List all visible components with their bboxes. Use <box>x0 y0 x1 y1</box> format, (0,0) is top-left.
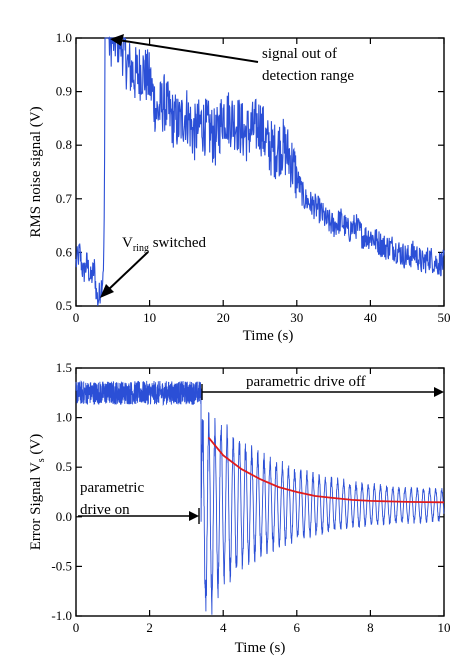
bottom-y-axis-label-rest: (V) <box>28 434 44 459</box>
bottom-y-axis-label: Error Signal Vs (V) <box>28 434 47 551</box>
top-series-line <box>75 36 445 306</box>
top-x-tick-label: 0 <box>73 310 80 325</box>
bottom-y-tick-label: 1.5 <box>56 360 72 375</box>
bottom-x-tick-label: 6 <box>294 620 301 635</box>
top-plot-frame <box>75 37 445 307</box>
bottom-annotation-drive-on-line2: drive on <box>80 502 130 518</box>
bottom-x-axis-label: Time (s) <box>235 640 286 656</box>
top-axis-ticks: 0 10 20 30 40 50 0.5 0.6 0.7 0.8 0.9 1.0 <box>56 30 451 325</box>
bottom-annotation-drive-on-line1: parametric <box>80 480 144 496</box>
bottom-fit-curve <box>207 436 445 504</box>
top-x-tick-label: 30 <box>290 310 303 325</box>
bottom-annotation-drive-off-arrowhead <box>434 387 444 397</box>
bottom-y-tick-label: -0.5 <box>51 558 72 573</box>
top-annotation-out-of-range-arrow <box>117 39 259 63</box>
bottom-x-tick-label: 4 <box>220 620 227 635</box>
bottom-annotation-drive-off: parametric drive off <box>246 374 366 390</box>
bottom-y-tick-label: 1.0 <box>56 410 72 425</box>
bottom-x-tick-label: 0 <box>73 620 80 635</box>
top-y-tick-label: 0.9 <box>56 84 72 99</box>
bottom-y-tick-label: -1.0 <box>51 608 72 623</box>
bottom-x-tick-label: 2 <box>146 620 153 635</box>
top-x-tick-label: 40 <box>364 310 377 325</box>
top-x-tick-label: 10 <box>143 310 156 325</box>
bottom-x-tick-label: 10 <box>438 620 451 635</box>
top-y-tick-label: 1.0 <box>56 30 72 45</box>
top-y-tick-label: 0.5 <box>56 298 72 313</box>
top-annotation-vring-arrow <box>107 251 149 291</box>
bottom-axis-ticks: 0 2 4 6 8 10 -1.0 -0.5 0.0 0.5 1.0 1.5 <box>51 360 450 635</box>
top-chart: 0 10 20 30 40 50 0.5 0.6 0.7 0.8 0.9 1.0 signal out… <box>28 30 451 344</box>
bottom-chart: 0 2 4 6 8 10 -1.0 -0.5 0.0 0.5 1.0 1.5 parametric d… <box>28 360 451 656</box>
top-y-tick-label: 0.8 <box>56 137 72 152</box>
top-y-tick-label: 0.7 <box>56 191 73 206</box>
top-annotation-vring-main: V <box>122 235 133 251</box>
bottom-y-axis-label-sub: s <box>36 458 47 462</box>
bottom-plot-frame <box>75 367 445 617</box>
top-y-axis-label: RMS noise signal (V) <box>28 106 44 237</box>
top-annotation-vring-arrowhead <box>100 284 114 298</box>
top-annotation-vring-switched: Vring switched <box>122 235 207 254</box>
top-x-tick-label: 50 <box>438 310 451 325</box>
top-annotation-out-of-range-line2: detection range <box>262 68 354 84</box>
bottom-series-line <box>75 380 445 615</box>
top-x-tick-label: 20 <box>217 310 230 325</box>
bottom-y-axis-label-main: Error Signal V <box>28 462 44 550</box>
top-annotation-vring-rest: switched <box>149 235 207 251</box>
top-y-tick-label: 0.6 <box>56 244 73 259</box>
bottom-annotation-drive-on-arrowhead <box>189 511 199 521</box>
top-annotation-out-of-range-line1: signal out of <box>262 46 337 62</box>
top-annotation-vring-sub: ring <box>133 243 149 254</box>
top-annotation-out-of-range-arrowhead <box>110 34 124 46</box>
top-x-axis-label: Time (s) <box>243 328 294 344</box>
bottom-x-tick-label: 8 <box>367 620 374 635</box>
bottom-y-tick-label: 0.0 <box>56 509 72 524</box>
bottom-y-tick-label: 0.5 <box>56 459 72 474</box>
